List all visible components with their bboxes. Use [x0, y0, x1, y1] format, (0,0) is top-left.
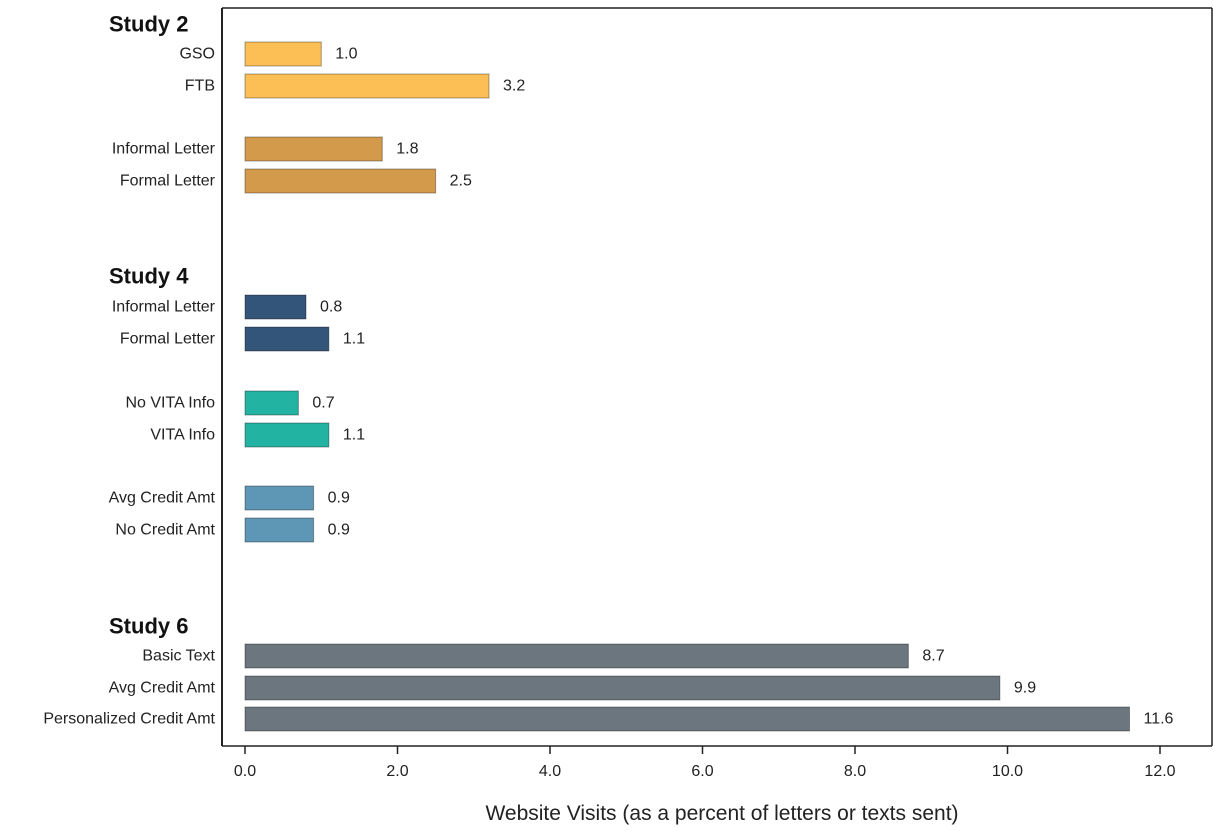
- bar: [244, 485, 315, 511]
- x-tick-label: 2.0: [386, 763, 408, 780]
- category-label: No VITA Info: [125, 395, 215, 412]
- value-label: 1.0: [335, 46, 357, 63]
- category-label: VITA Info: [150, 427, 215, 444]
- value-label: 11.6: [1144, 711, 1174, 728]
- x-tick-label: 6.0: [691, 763, 713, 780]
- x-axis-title: Website Visits (as a percent of letters …: [485, 802, 958, 825]
- category-label: Informal Letter: [112, 299, 216, 316]
- category-label: Formal Letter: [120, 173, 216, 190]
- value-label: 8.7: [922, 648, 944, 665]
- plot-frame: [221, 7, 1213, 747]
- group-title: Study 2: [109, 12, 188, 37]
- bar: [244, 390, 299, 416]
- bar: [244, 73, 490, 99]
- value-label: 0.9: [328, 490, 350, 507]
- value-label: 9.9: [1014, 680, 1036, 697]
- category-label: Basic Text: [142, 648, 215, 665]
- value-label: 2.5: [450, 173, 472, 190]
- bar: [244, 136, 383, 162]
- x-axis: 0.0 2.0 4.0 6.0 8.0 10.0 12.0: [234, 746, 1176, 780]
- value-label: 3.2: [503, 78, 525, 95]
- bar: [244, 422, 330, 448]
- category-label: GSO: [179, 46, 215, 63]
- x-tick-label: 10.0: [992, 763, 1023, 780]
- group-title: Study 4: [109, 264, 189, 289]
- category-label: No Credit Amt: [115, 522, 215, 539]
- category-label: Formal Letter: [120, 331, 216, 348]
- value-label: 1.8: [396, 141, 418, 158]
- value-label: 0.7: [312, 395, 334, 412]
- bar: [244, 517, 315, 543]
- bar: [244, 168, 437, 194]
- value-label: 0.9: [328, 522, 350, 539]
- category-label: Personalized Credit Amt: [43, 711, 215, 728]
- category-label: Avg Credit Amt: [109, 490, 216, 507]
- x-tick-label: 8.0: [844, 763, 866, 780]
- x-tick-label: 0.0: [234, 763, 256, 780]
- bars-layer: Study 2 GSO 1.0 FTB 3.2 Informal Letter 1.8 For…: [43, 12, 1174, 732]
- value-label: 1.1: [343, 331, 365, 348]
- bar: [244, 706, 1130, 732]
- bar: [244, 41, 322, 67]
- category-label: Informal Letter: [112, 141, 216, 158]
- category-label: Avg Credit Amt: [109, 680, 216, 697]
- x-tick-label: 12.0: [1144, 763, 1175, 780]
- bar: [244, 294, 307, 320]
- bar: [244, 643, 909, 669]
- group-title: Study 6: [109, 614, 188, 639]
- bar: [244, 675, 1001, 701]
- x-tick-label: 4.0: [539, 763, 561, 780]
- value-label: 0.8: [320, 299, 342, 316]
- value-label: 1.1: [343, 427, 365, 444]
- bar: [244, 326, 330, 352]
- category-label: FTB: [185, 78, 215, 95]
